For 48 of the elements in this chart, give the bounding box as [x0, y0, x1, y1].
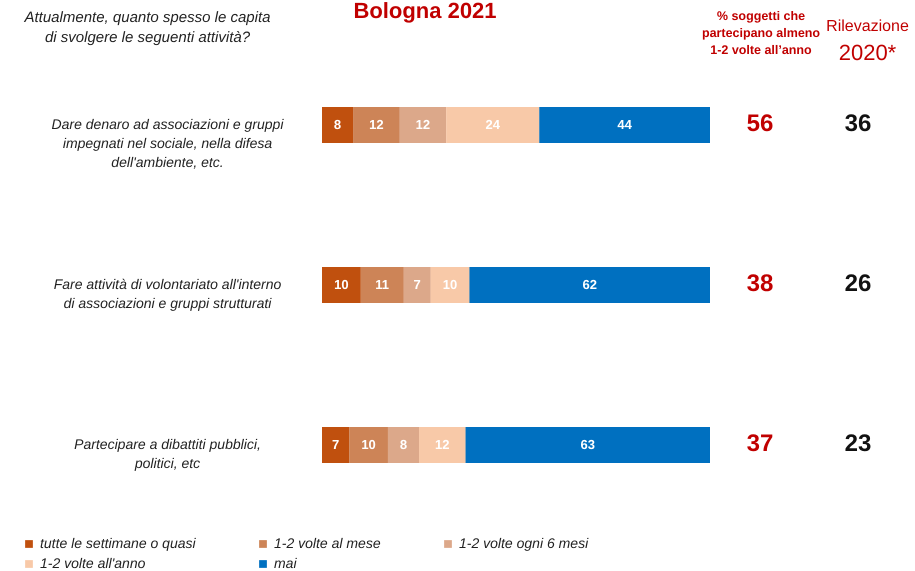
- y-tick-label: Fare attività di volontariato all'interno di associazioni e gruppi strutturati: [54, 276, 282, 311]
- data-label: 10: [442, 277, 458, 292]
- legend-label: mai: [274, 555, 298, 571]
- bar: [419, 427, 466, 463]
- bar: [466, 427, 710, 463]
- data-label: 7: [413, 277, 421, 292]
- data-label: 62: [582, 277, 597, 292]
- bar: [400, 107, 446, 143]
- bar: [388, 427, 419, 463]
- data-label: 12: [435, 437, 450, 452]
- data-label: 44: [617, 117, 633, 132]
- data-label: 7: [332, 437, 340, 452]
- text: Rilevazione 2020*: [825, 17, 910, 66]
- bar: [353, 107, 400, 143]
- bar: [446, 107, 540, 143]
- data-label: 24: [485, 117, 501, 132]
- text: % soggetti che partecipano almeno 1-2 volte all’anno: [700, 8, 822, 59]
- legend-label: 1-2 volte all'anno: [40, 555, 146, 571]
- data-label: 8: [400, 437, 408, 452]
- text: 56: [746, 110, 774, 138]
- text: 36: [844, 110, 872, 138]
- bar: [322, 107, 354, 143]
- data-label: 10: [334, 277, 349, 292]
- chart-title: Bologna 2021: [353, 0, 497, 23]
- y-tick-label: Partecipare a dibattiti pubblici, politici, etc: [74, 436, 261, 471]
- legend-label: 1-2 volte ogni 6 mesi: [459, 535, 590, 551]
- data-label: 11: [375, 277, 390, 292]
- bar: [403, 267, 431, 303]
- data-label: 12: [416, 117, 430, 132]
- legend-label: tutte le settimane o quasi: [40, 535, 197, 551]
- bar: [349, 427, 388, 463]
- legend-label: 1-2 volte al mese: [274, 535, 381, 551]
- text: 37: [746, 430, 774, 458]
- data-label: 12: [369, 117, 384, 132]
- bar: [322, 427, 350, 463]
- text: 23: [844, 430, 872, 458]
- bar: [322, 267, 361, 303]
- y-tick-label: Dare denaro ad associazioni e gruppi impegnati nel sociale, nella difesa dell'ambiente, etc.: [52, 116, 284, 170]
- bar: [360, 267, 404, 303]
- data-label: 10: [361, 437, 376, 452]
- bar: [430, 267, 470, 303]
- bar: [539, 107, 710, 143]
- text: 38: [746, 270, 774, 298]
- text: 26: [844, 270, 872, 298]
- data-label: 63: [580, 437, 596, 452]
- text: Attualmente, quanto spesso le capita di svolgere le seguenti attività?: [22, 8, 272, 48]
- data-label: 8: [334, 117, 342, 132]
- bar: [469, 267, 710, 303]
